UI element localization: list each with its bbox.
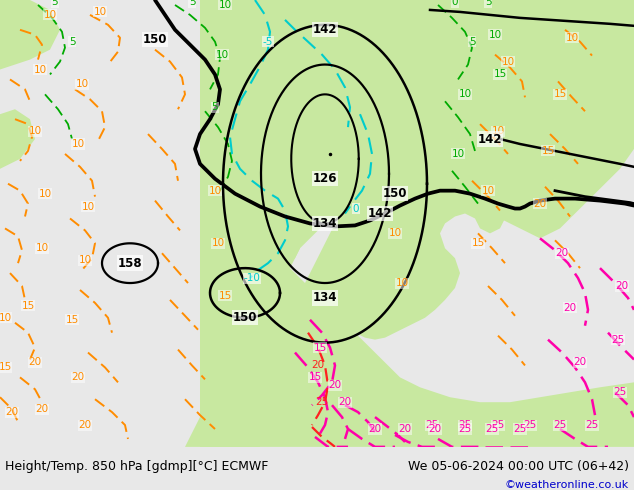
Text: 10: 10 <box>216 49 229 60</box>
Text: We 05-06-2024 00:00 UTC (06+42): We 05-06-2024 00:00 UTC (06+42) <box>408 460 629 473</box>
Text: -10: -10 <box>243 273 261 283</box>
Text: 158: 158 <box>118 257 142 270</box>
Text: 20: 20 <box>339 397 352 407</box>
Text: 10: 10 <box>81 201 94 212</box>
Text: 20: 20 <box>573 358 586 368</box>
Text: 5: 5 <box>189 0 195 7</box>
Text: 25: 25 <box>514 424 527 434</box>
Text: 15: 15 <box>541 146 555 156</box>
Text: 10: 10 <box>75 79 89 89</box>
Text: 20: 20 <box>429 424 441 434</box>
Text: 10: 10 <box>79 255 91 265</box>
Text: 142: 142 <box>313 24 337 36</box>
Text: 10: 10 <box>209 186 221 196</box>
Text: 15: 15 <box>218 291 231 301</box>
Text: 10: 10 <box>451 149 465 159</box>
Text: 20: 20 <box>616 281 628 291</box>
Text: 10: 10 <box>0 313 11 323</box>
Text: 20: 20 <box>6 407 18 417</box>
Text: 10: 10 <box>491 126 505 136</box>
Text: 10: 10 <box>501 56 515 67</box>
Text: ©weatheronline.co.uk: ©weatheronline.co.uk <box>505 480 629 490</box>
Text: 25: 25 <box>458 424 472 434</box>
Text: 150: 150 <box>233 311 257 324</box>
Text: 10: 10 <box>44 10 56 20</box>
Text: 25: 25 <box>524 420 536 430</box>
Text: 25: 25 <box>611 335 624 344</box>
Text: 20: 20 <box>79 420 91 430</box>
Text: 150: 150 <box>143 33 167 46</box>
Text: 15: 15 <box>493 70 507 79</box>
Text: 25: 25 <box>553 420 567 430</box>
Text: 10: 10 <box>36 243 49 253</box>
Text: 5: 5 <box>212 102 218 112</box>
Text: 20: 20 <box>368 424 382 434</box>
Polygon shape <box>185 0 335 447</box>
Text: 10: 10 <box>29 126 42 136</box>
Text: 15: 15 <box>0 363 11 372</box>
Text: 20: 20 <box>29 358 42 368</box>
Text: 20: 20 <box>564 303 576 313</box>
Text: 5: 5 <box>469 37 476 47</box>
Text: 5: 5 <box>68 37 75 47</box>
Text: 10: 10 <box>389 228 401 238</box>
Text: 15: 15 <box>313 343 327 353</box>
Text: 10: 10 <box>219 0 231 10</box>
Text: 25: 25 <box>425 420 439 430</box>
Text: 25: 25 <box>315 397 328 407</box>
Text: 5: 5 <box>52 0 58 7</box>
Text: 20: 20 <box>533 198 547 209</box>
Text: Height/Temp. 850 hPa [gdmp][°C] ECMWF: Height/Temp. 850 hPa [gdmp][°C] ECMWF <box>5 460 268 473</box>
Text: 142: 142 <box>368 207 392 220</box>
Text: 20: 20 <box>36 404 49 414</box>
Text: 25: 25 <box>491 420 505 430</box>
Polygon shape <box>300 0 634 340</box>
Text: 10: 10 <box>39 189 51 198</box>
Polygon shape <box>0 109 35 169</box>
Text: 142: 142 <box>478 132 502 146</box>
Text: 0: 0 <box>452 0 458 7</box>
Text: 10: 10 <box>34 65 46 74</box>
Text: -5: -5 <box>263 37 273 47</box>
Text: 20: 20 <box>398 424 411 434</box>
Text: 25: 25 <box>486 424 498 434</box>
Text: 15: 15 <box>308 372 321 382</box>
Text: 126: 126 <box>313 172 337 185</box>
Text: 20: 20 <box>555 248 569 258</box>
Text: 150: 150 <box>383 187 407 200</box>
Text: 134: 134 <box>313 217 337 230</box>
Text: 10: 10 <box>488 30 501 40</box>
Text: 10: 10 <box>566 33 579 43</box>
Text: 10: 10 <box>93 7 107 17</box>
Text: 15: 15 <box>553 89 567 99</box>
Text: 134: 134 <box>313 292 337 304</box>
Text: 10: 10 <box>211 238 224 248</box>
Text: 10: 10 <box>481 186 495 196</box>
Text: 15: 15 <box>471 238 484 248</box>
Text: 25: 25 <box>613 387 626 397</box>
Text: 0: 0 <box>353 203 359 214</box>
Polygon shape <box>200 0 634 447</box>
Text: 15: 15 <box>22 301 35 311</box>
Text: 5: 5 <box>484 0 491 7</box>
Text: 25: 25 <box>585 420 598 430</box>
Text: 20: 20 <box>311 361 325 370</box>
Text: 10: 10 <box>72 139 84 149</box>
Text: 10: 10 <box>458 89 472 99</box>
Text: 25: 25 <box>458 420 472 430</box>
Polygon shape <box>0 0 60 70</box>
Text: 20: 20 <box>72 372 84 382</box>
Text: 10: 10 <box>396 278 408 288</box>
Text: 20: 20 <box>328 380 342 391</box>
Text: 15: 15 <box>65 315 79 325</box>
